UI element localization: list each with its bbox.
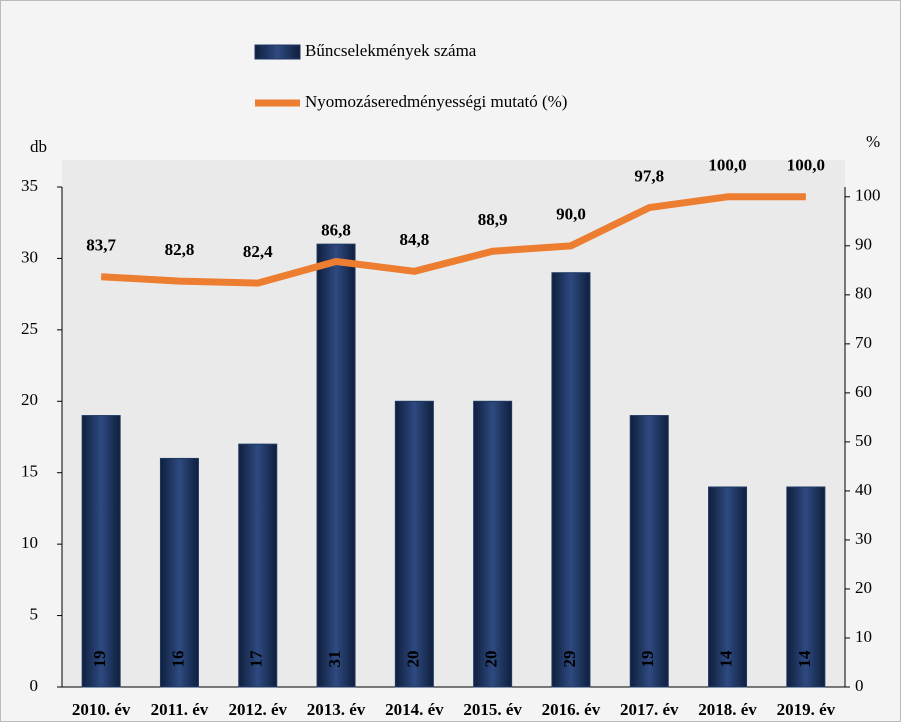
y2-tick-label: 100 [855,186,881,205]
x-tick-label: 2015. év [463,700,522,719]
bar [474,401,512,687]
y2-tick-label: 40 [855,480,872,499]
legend-label: Bűncselekmények száma [305,41,477,60]
bar-value-label: 14 [716,650,735,668]
bar [630,416,668,687]
x-tick-label: 2010. év [72,700,131,719]
bar [395,401,433,687]
y2-axis-label: % [866,132,880,151]
y-tick-label: 35 [21,176,38,195]
x-tick-label: 2019. év [777,700,836,719]
y-tick-label: 25 [21,319,38,338]
bar-value-label: 14 [795,650,814,668]
line-value-label: 84,8 [399,230,429,249]
y-tick-label: 0 [30,676,39,695]
bar-value-label: 29 [560,651,579,668]
line-value-label: 86,8 [321,220,351,239]
line-value-label: 100,0 [708,156,746,175]
chart: db % 0 5 10 15 20 25 30 35 0 10 20 30 40 50 60 70 80 90 10… [0,0,901,722]
y2-tick-label: 70 [855,333,872,352]
x-tick-label: 2017. év [620,700,679,719]
x-tick-label: 2014. év [385,700,444,719]
x-tick-label: 2013. év [307,700,366,719]
bar-value-label: 16 [168,651,187,668]
legend-label: Nyomozáseredményességi mutató (%) [305,92,567,111]
line-value-label: 82,8 [165,240,195,259]
bar-value-label: 20 [482,651,501,668]
y2-tick-label: 10 [855,627,872,646]
bar-value-label: 19 [638,651,657,668]
line-value-label: 88,9 [478,210,508,229]
bar-value-label: 17 [247,650,266,668]
y-tick-label: 15 [21,462,38,481]
y2-tick-label: 20 [855,578,872,597]
x-tick-label: 2018. év [698,700,757,719]
x-tick-label: 2011. év [151,700,209,719]
line-value-label: 100,0 [787,156,825,175]
x-tick-label: 2012. év [228,700,287,719]
y2-tick-label: 80 [855,284,872,303]
line-value-label: 90,0 [556,205,586,224]
y-tick-label: 20 [21,390,38,409]
line-value-label: 83,7 [86,236,116,255]
line-value-label: 97,8 [634,166,664,185]
bar [82,416,120,687]
y-tick-label: 30 [21,247,38,266]
y-tick-label: 5 [30,604,39,623]
bar-value-label: 20 [403,651,422,668]
y-tick-label: 10 [21,533,38,552]
bar [317,244,355,687]
line-value-label: 82,4 [243,242,273,261]
y2-tick-label: 60 [855,382,872,401]
legend-swatch [255,45,300,59]
y2-tick-label: 50 [855,431,872,450]
y2-tick-label: 90 [855,235,872,254]
y2-tick-label: 30 [855,529,872,548]
bar-value-label: 19 [90,651,109,668]
y-axis-label: db [30,137,47,156]
y2-tick-label: 0 [855,676,864,695]
bar-value-label: 31 [325,651,344,668]
bar [552,273,590,687]
x-tick-label: 2016. év [542,700,601,719]
